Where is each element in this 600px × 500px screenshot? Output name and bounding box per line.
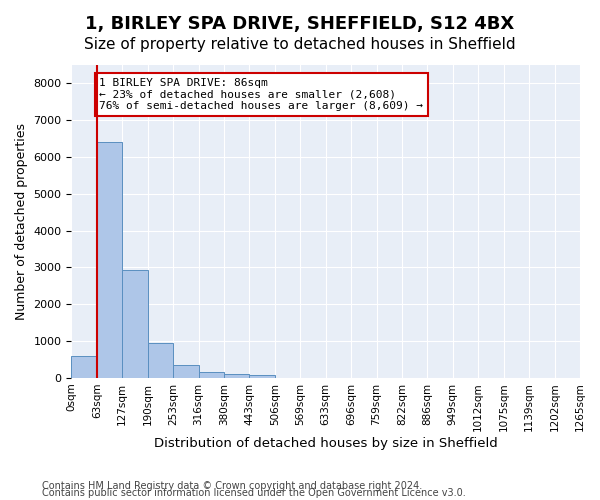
Text: 1 BIRLEY SPA DRIVE: 86sqm
← 23% of detached houses are smaller (2,608)
76% of se: 1 BIRLEY SPA DRIVE: 86sqm ← 23% of detac…	[100, 78, 424, 111]
Y-axis label: Number of detached properties: Number of detached properties	[15, 123, 28, 320]
Text: 1, BIRLEY SPA DRIVE, SHEFFIELD, S12 4BX: 1, BIRLEY SPA DRIVE, SHEFFIELD, S12 4BX	[85, 15, 515, 33]
Bar	[224, 374, 250, 378]
Text: Size of property relative to detached houses in Sheffield: Size of property relative to detached ho…	[84, 38, 516, 52]
X-axis label: Distribution of detached houses by size in Sheffield: Distribution of detached houses by size …	[154, 437, 497, 450]
Bar	[71, 356, 97, 378]
Text: Contains HM Land Registry data © Crown copyright and database right 2024.: Contains HM Land Registry data © Crown c…	[42, 481, 422, 491]
Bar	[97, 142, 122, 378]
Bar	[250, 375, 275, 378]
Text: Contains public sector information licensed under the Open Government Licence v3: Contains public sector information licen…	[42, 488, 466, 498]
Bar	[173, 364, 199, 378]
Bar	[148, 342, 173, 378]
Bar	[122, 270, 148, 378]
Bar	[199, 372, 224, 378]
